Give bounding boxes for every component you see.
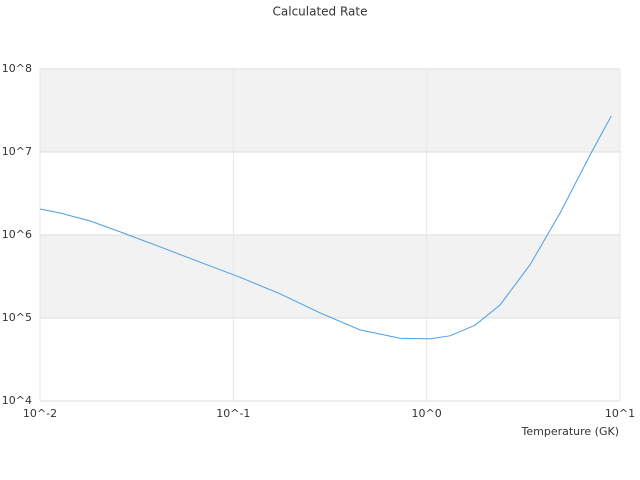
y-tick-label: 10^7	[2, 145, 32, 158]
x-axis-label: Temperature (GK)	[521, 425, 620, 438]
x-tick-label: 10^-2	[23, 407, 57, 420]
x-tick-label: 10^0	[412, 407, 442, 420]
y-tick-label: 10^6	[2, 228, 32, 241]
y-tick-label: 10^4	[2, 394, 32, 407]
grid-band	[40, 69, 620, 152]
line	[39, 115, 612, 340]
x-tick-label: 10^-1	[216, 407, 250, 420]
y-tick-label: 10^5	[2, 311, 32, 324]
y-tick-label: 10^8	[2, 62, 32, 75]
chart-title: Calculated Rate	[273, 5, 368, 19]
grid-band	[40, 235, 620, 318]
x-tick-label: 10^1	[605, 407, 635, 420]
